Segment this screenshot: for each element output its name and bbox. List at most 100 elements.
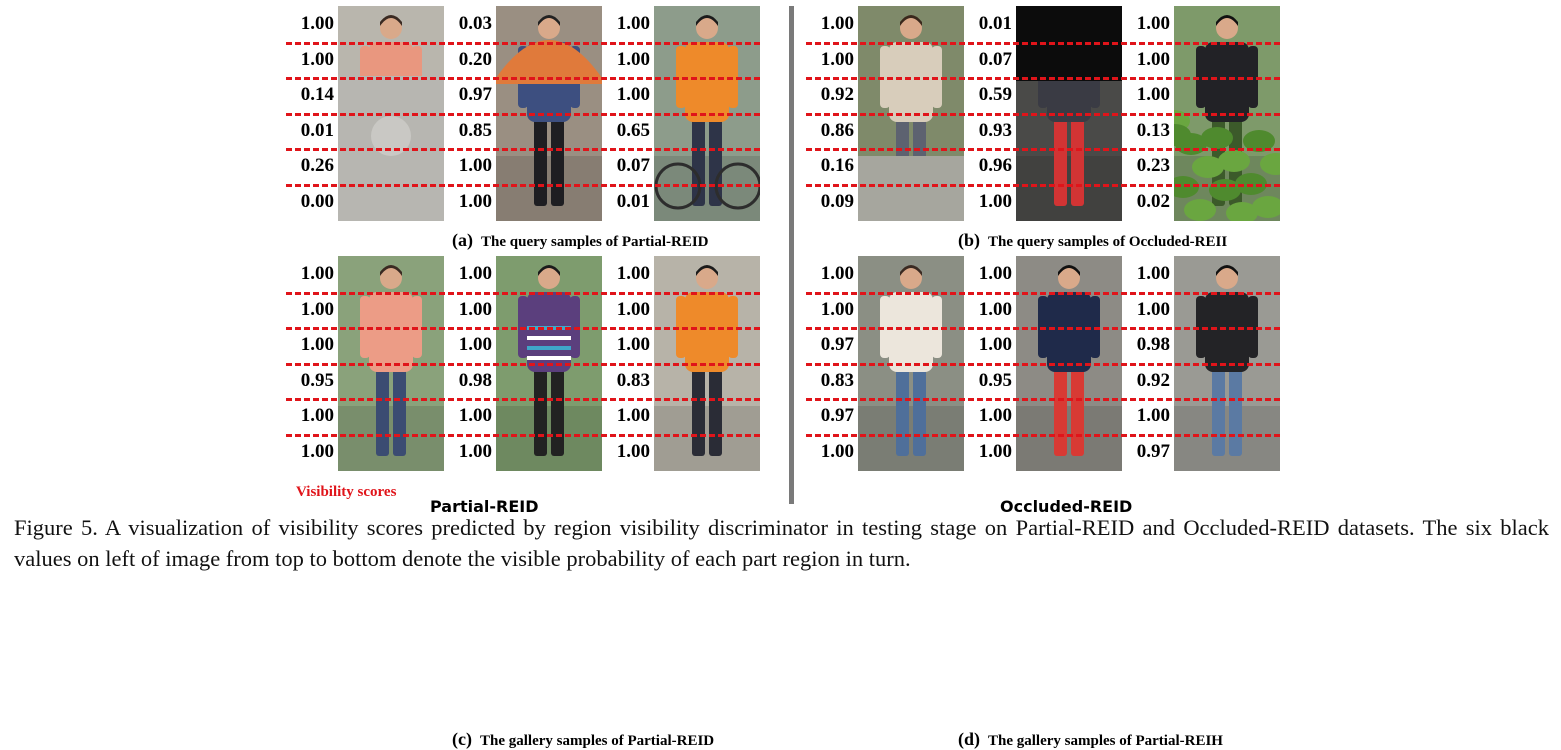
visibility-score: 0.83 — [616, 369, 650, 391]
photo-leg — [534, 118, 547, 206]
visibility-score: 0.98 — [458, 369, 492, 391]
visibility-score: 0.65 — [616, 119, 650, 141]
visibility-score: 1.00 — [300, 298, 334, 320]
visibility-score: 1.00 — [1136, 263, 1170, 284]
photo-stripe — [527, 356, 571, 360]
visibility-scores-label: Visibility scores — [296, 484, 397, 500]
panel-divider — [789, 6, 794, 504]
part-region-divider — [806, 291, 1280, 295]
visibility-score: 0.96 — [978, 155, 1012, 177]
panel-a: 1.00 1.00 0.14 0.01 0.26 0.00 0.03 0.20 0.97 0.85… — [286, 6, 766, 250]
visibility-score: 1.00 — [978, 334, 1012, 356]
visibility-score: 1.00 — [458, 191, 492, 212]
visibility-score: 1.00 — [616, 263, 650, 284]
visibility-score: 1.00 — [300, 48, 334, 70]
photo-arm — [728, 46, 738, 108]
visibility-score: 0.14 — [300, 84, 334, 106]
part-region-divider — [806, 148, 1280, 152]
part-region-divider — [286, 77, 760, 81]
photo-hair — [900, 265, 922, 276]
visibility-score: 1.00 — [458, 334, 492, 356]
visibility-score: 1.00 — [978, 405, 1012, 427]
part-region-divider — [286, 291, 760, 295]
visibility-score: 1.00 — [300, 334, 334, 356]
photo-arm — [880, 46, 890, 108]
dataset-label-occluded: Occluded-REID — [1000, 497, 1133, 516]
part-region-divider — [286, 398, 760, 402]
panel-b: 1.00 1.00 0.92 0.86 0.16 0.09 0.01 0.07 0.59 0.93… — [806, 6, 1286, 250]
visibility-score: 1.00 — [616, 13, 650, 34]
visibility-score: 1.00 — [458, 405, 492, 427]
photo-stripe — [527, 346, 571, 350]
photo-occluder-leaf — [1184, 199, 1216, 221]
visibility-score: 1.00 — [458, 298, 492, 320]
visibility-score: 0.20 — [458, 48, 492, 70]
photo-occluder-leaf — [1226, 202, 1258, 221]
part-region-divider — [806, 398, 1280, 402]
figure-caption: Figure 5. A visualization of visibility … — [14, 515, 1549, 571]
photo-occluder-leaf — [1252, 196, 1280, 218]
visibility-score: 0.07 — [616, 155, 650, 177]
photo-torso — [1205, 292, 1249, 372]
photo-arm — [676, 46, 686, 108]
photo-arm — [1248, 296, 1258, 358]
visibility-score: 1.00 — [978, 263, 1012, 284]
subfigure-text: The query samples of Occluded-REII — [988, 234, 1228, 250]
visibility-score: 1.00 — [820, 48, 854, 70]
photo-leg — [709, 118, 722, 206]
visibility-score: 0.95 — [300, 369, 334, 391]
photo-arm — [1090, 296, 1100, 358]
photo-leg — [1054, 368, 1067, 456]
photo-occluder-leaf — [1260, 153, 1280, 175]
photo-head — [538, 17, 560, 39]
part-region-divider — [286, 41, 760, 45]
visibility-score: 0.97 — [820, 405, 854, 427]
photo-stripe — [527, 336, 571, 340]
photo-occluder-leaf — [1243, 130, 1275, 152]
photo-arm — [570, 296, 580, 358]
photo-leg — [1071, 118, 1084, 206]
photo-occluder-pattern — [371, 116, 411, 156]
visibility-score: 1.00 — [1136, 48, 1170, 70]
subfigure-caption: (a) The query samples of Partial-REID — [452, 230, 709, 251]
subfigure-letter: (c) — [452, 729, 472, 749]
photo-torso — [889, 42, 933, 122]
photo-ground — [858, 406, 964, 471]
subfigure-text: The gallery samples of Partial-REIH — [988, 733, 1223, 749]
photo-leg — [376, 368, 389, 456]
subfigure-letter: (b) — [958, 230, 980, 250]
photo-leg — [1212, 368, 1225, 456]
photo-head — [1058, 267, 1080, 289]
photo-arm — [1038, 296, 1048, 358]
photo-ground — [1174, 406, 1280, 471]
visibility-score: 0.23 — [1136, 155, 1170, 177]
part-region-divider — [286, 148, 760, 152]
photo-occluder-umbrella — [496, 40, 602, 84]
photo-ground — [496, 406, 602, 471]
visibility-score: 0.98 — [1136, 334, 1170, 356]
photo-arm — [932, 296, 942, 358]
photo-leg — [913, 368, 926, 456]
visibility-score: 0.93 — [978, 119, 1012, 141]
photo-hair — [1216, 265, 1238, 276]
photo-arm — [360, 296, 370, 358]
part-region-divider — [806, 41, 1280, 45]
visibility-score: 1.00 — [1136, 298, 1170, 320]
subfigure-text: The query samples of Partial-REID — [481, 234, 709, 250]
visibility-score: 1.00 — [616, 298, 650, 320]
part-region-divider — [286, 434, 760, 437]
visibility-score: 0.85 — [458, 119, 492, 141]
part-region-divider — [806, 112, 1280, 116]
subfigure-caption: (b) The query samples of Occluded-REII — [958, 230, 1227, 251]
visibility-score: 0.16 — [820, 155, 854, 177]
part-region-divider — [286, 112, 760, 116]
photo-ground — [654, 406, 760, 471]
photo-leg — [393, 368, 406, 456]
visibility-score: 0.59 — [978, 84, 1012, 106]
panel-c: 1.00 1.00 1.00 0.95 1.00 1.00 1.00 1.00 1.00 0.98… — [286, 256, 766, 749]
visibility-score: 1.00 — [300, 263, 334, 284]
visibility-score: 1.00 — [820, 13, 854, 34]
photo-leg — [1229, 368, 1242, 456]
photo-ground — [1016, 156, 1122, 221]
visibility-score: 1.00 — [978, 298, 1012, 320]
